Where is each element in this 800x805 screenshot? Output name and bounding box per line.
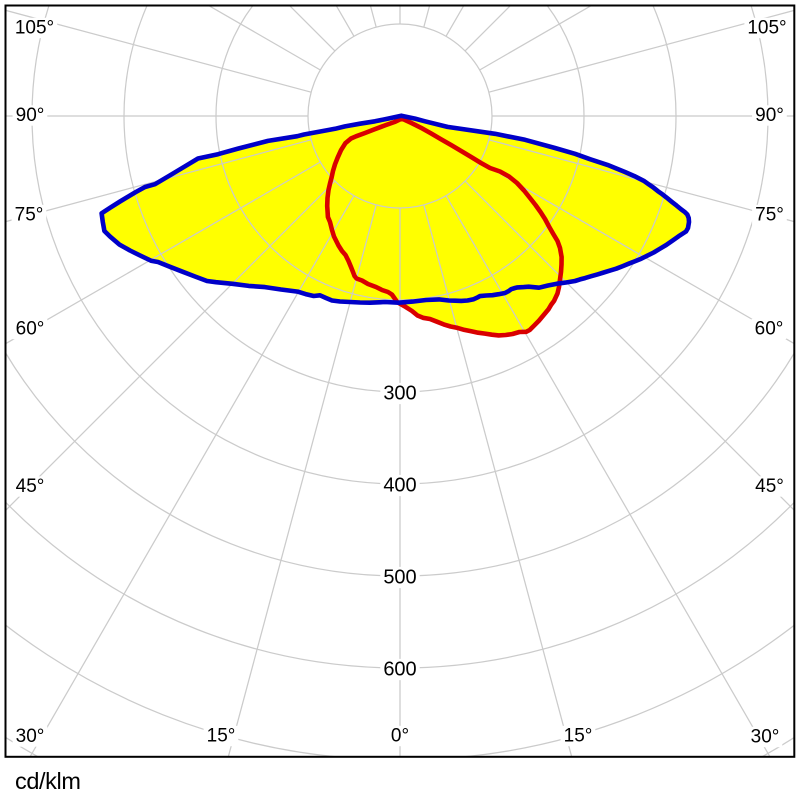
- svg-text:600: 600: [383, 659, 416, 681]
- svg-text:60°: 60°: [755, 319, 784, 340]
- svg-text:300: 300: [383, 383, 416, 405]
- svg-text:90°: 90°: [16, 105, 45, 126]
- svg-text:105°: 105°: [747, 18, 786, 39]
- svg-text:0°: 0°: [391, 726, 409, 747]
- svg-text:15°: 15°: [564, 726, 593, 747]
- svg-text:105°: 105°: [15, 18, 54, 39]
- svg-text:90°: 90°: [755, 105, 784, 126]
- svg-text:75°: 75°: [15, 205, 44, 226]
- svg-text:30°: 30°: [16, 726, 45, 747]
- svg-text:60°: 60°: [16, 319, 45, 340]
- svg-text:500: 500: [383, 567, 416, 589]
- svg-text:400: 400: [383, 475, 416, 497]
- svg-text:30°: 30°: [751, 727, 780, 748]
- svg-text:75°: 75°: [755, 205, 784, 226]
- svg-text:15°: 15°: [207, 726, 236, 747]
- svg-text:45°: 45°: [755, 476, 784, 497]
- svg-text:45°: 45°: [16, 476, 45, 497]
